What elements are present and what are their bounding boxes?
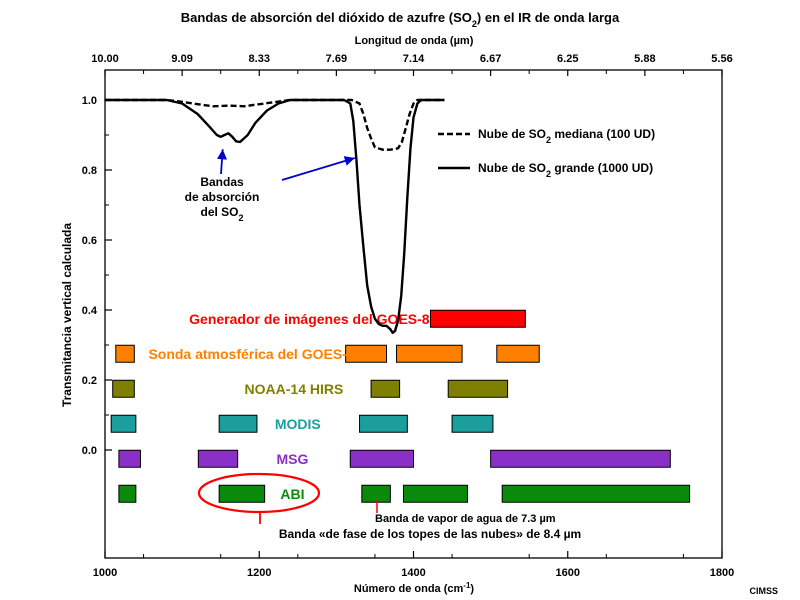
x-tick-label: 1800 xyxy=(710,567,734,579)
annotation-arrow-head xyxy=(343,156,355,166)
left-axis-ticks: 0.0 0.2 0.4 0.6 0.8 1.0 xyxy=(82,95,112,457)
instrument-band xyxy=(396,344,463,363)
so2-bands-annotation: Bandas de absorción del SO2 xyxy=(185,175,260,223)
water-vapor-band-label: Banda de vapor de agua de 7.3 µm xyxy=(375,513,556,525)
instrument-label: MODIS xyxy=(275,416,321,432)
instrument-band xyxy=(361,484,391,503)
instrument-band xyxy=(370,379,401,398)
instrument-band xyxy=(359,414,408,433)
annotation-arrow-line xyxy=(281,157,356,181)
top-tick-label: 10.00 xyxy=(91,53,119,65)
annotation-arrow-head xyxy=(217,149,227,160)
instrument-band xyxy=(218,414,258,433)
annotation-arrows xyxy=(217,149,356,181)
top-axis-label: Longitud de onda (µm) xyxy=(355,35,474,47)
top-tick-label: 7.69 xyxy=(326,53,347,65)
x-tick-label: 1000 xyxy=(93,567,117,579)
instrument-band xyxy=(490,449,671,468)
instrument-label: NOAA-14 HIRS xyxy=(245,381,344,397)
top-axis-ticks: 10.00 9.09 8.33 7.69 7.14 6.67 6.25 5.88 5.56 xyxy=(91,53,733,76)
instrument-label: ABI xyxy=(280,486,304,502)
y-tick-label: 1.0 xyxy=(82,95,97,107)
so2-bands-line-1: Bandas xyxy=(200,175,244,189)
instrument-band xyxy=(447,379,509,398)
instrument-band xyxy=(429,309,526,328)
instrument-band xyxy=(349,449,415,468)
top-tick-label: 9.09 xyxy=(171,53,192,65)
y-tick-label: 0.4 xyxy=(82,305,98,317)
bottom-axis-ticks: 1000 1200 1400 1600 1800 xyxy=(93,551,734,579)
so2-bands-line-3: del SO2 xyxy=(200,205,243,223)
instrument-band xyxy=(218,484,266,503)
instrument-label: Generador de imágenes del GOES-8 xyxy=(189,311,430,327)
instrument-band xyxy=(402,484,468,503)
instrument-band xyxy=(118,449,141,468)
top-tick-label: 6.25 xyxy=(557,53,578,65)
instrument-label: MSG xyxy=(276,451,308,467)
instrument-band xyxy=(451,414,494,433)
instrument-band xyxy=(496,344,540,363)
instrument-band xyxy=(115,344,135,363)
y-tick-label: 0.0 xyxy=(82,445,97,457)
instrument-band xyxy=(112,379,135,398)
so2-bands-line-2: de absorción xyxy=(185,190,260,204)
y-axis-label: Transmitancia vertical calculada xyxy=(60,223,74,407)
instrument-band xyxy=(345,344,388,363)
x-tick-label: 1400 xyxy=(401,567,425,579)
x-tick-label: 1600 xyxy=(556,567,580,579)
x-tick-label: 1200 xyxy=(247,567,271,579)
instrument-band xyxy=(197,449,239,468)
y-tick-label: 0.8 xyxy=(82,165,97,177)
cloud-phase-band-label: Banda «de fase de los topes de las nubes… xyxy=(279,527,581,541)
legend-entry-large: Nube de SO2 grande (1000 UD) xyxy=(478,161,653,179)
instrument-bands: Generador de imágenes del GOES-8 Sonda at… xyxy=(110,309,691,503)
top-tick-label: 6.67 xyxy=(480,53,501,65)
top-tick-label: 8.33 xyxy=(249,53,270,65)
instrument-band xyxy=(501,484,691,503)
cloud-phase-ellipse xyxy=(197,472,321,514)
legend-entry-medium: Nube de SO2 mediana (100 UD) xyxy=(478,127,655,145)
instrument-band xyxy=(110,414,137,433)
top-tick-label: 7.14 xyxy=(403,53,425,65)
instrument-band xyxy=(118,484,137,503)
x-axis-label: Número de onda (cm-1) xyxy=(354,581,475,596)
instrument-label: Sonda atmosférica del GOES-8 xyxy=(148,346,354,362)
large-cloud-line xyxy=(105,98,445,334)
top-tick-label: 5.88 xyxy=(634,53,655,65)
chart-title: Bandas de absorción del dióxido de azufr… xyxy=(181,10,620,29)
top-tick-label: 5.56 xyxy=(711,53,732,65)
medium-cloud-line xyxy=(105,98,445,151)
credit-label: CIMSS xyxy=(749,586,778,596)
legend: Nube de SO2 mediana (100 UD) Nube de SO2… xyxy=(438,127,655,179)
y-tick-label: 0.6 xyxy=(82,235,97,247)
y-tick-label: 0.2 xyxy=(82,375,97,387)
transmittance-lines xyxy=(105,98,445,334)
